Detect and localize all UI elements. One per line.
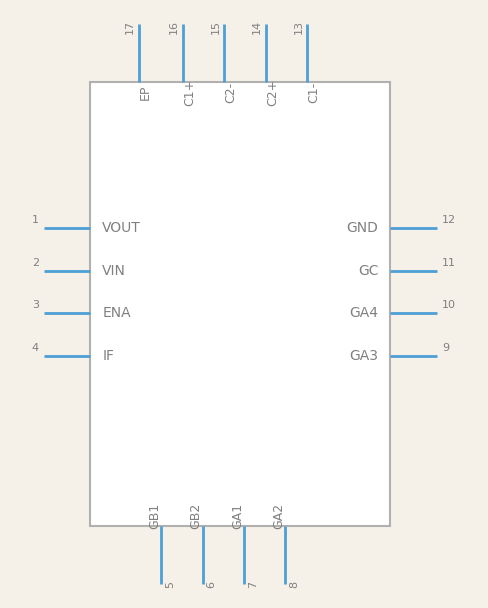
- Text: 5: 5: [165, 581, 175, 588]
- Text: GB2: GB2: [189, 503, 203, 529]
- Text: VOUT: VOUT: [102, 221, 141, 235]
- Text: ENA: ENA: [102, 306, 131, 320]
- Text: 3: 3: [32, 300, 39, 310]
- Text: C1+: C1+: [183, 78, 196, 106]
- Text: 8: 8: [289, 581, 300, 588]
- Text: C2-: C2-: [224, 81, 238, 103]
- Text: GA3: GA3: [349, 348, 378, 363]
- Text: IF: IF: [102, 348, 114, 363]
- Text: VIN: VIN: [102, 263, 126, 278]
- Text: 10: 10: [442, 300, 456, 310]
- Text: 13: 13: [293, 20, 304, 34]
- Text: C1-: C1-: [307, 81, 321, 103]
- Text: GA2: GA2: [272, 503, 285, 529]
- Text: 11: 11: [442, 258, 456, 268]
- Text: 2: 2: [32, 258, 39, 268]
- Text: GA4: GA4: [349, 306, 378, 320]
- Text: 6: 6: [206, 581, 217, 588]
- Text: 4: 4: [32, 343, 39, 353]
- Text: GC: GC: [358, 263, 378, 278]
- Text: 1: 1: [32, 215, 39, 225]
- Text: EP: EP: [139, 85, 152, 100]
- Bar: [90, 82, 390, 526]
- Text: GND: GND: [346, 221, 378, 235]
- Text: 16: 16: [169, 20, 179, 34]
- Text: 9: 9: [442, 343, 449, 353]
- Text: 15: 15: [210, 20, 221, 34]
- Text: 17: 17: [125, 20, 135, 35]
- Text: 12: 12: [442, 215, 456, 225]
- Text: 7: 7: [248, 581, 258, 588]
- Text: GB1: GB1: [148, 503, 161, 529]
- Text: C2+: C2+: [266, 78, 279, 106]
- Text: GA1: GA1: [231, 503, 244, 529]
- Text: 14: 14: [252, 20, 262, 35]
